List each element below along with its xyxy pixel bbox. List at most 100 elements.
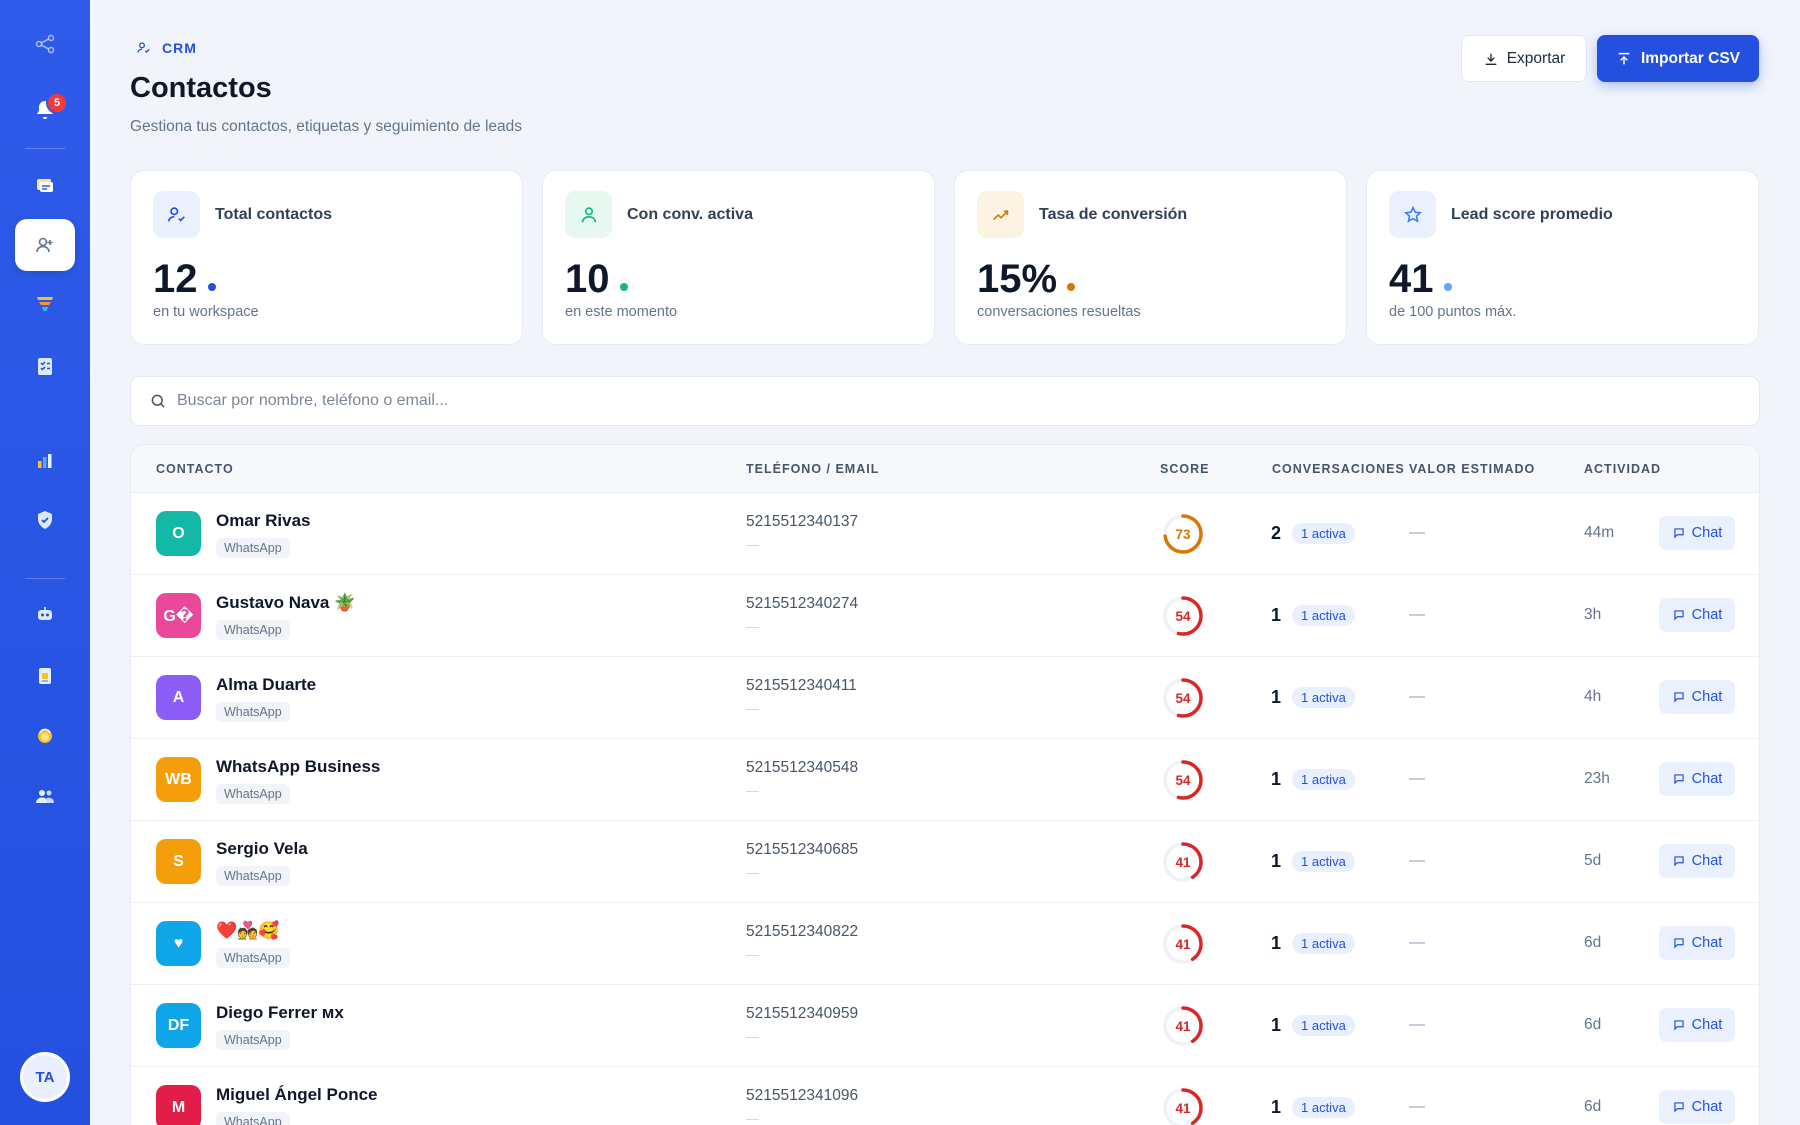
avatar-initials: G� — [163, 607, 194, 625]
chat-button[interactable]: Chat — [1659, 598, 1735, 632]
table-row[interactable]: WB WhatsApp Business WhatsApp 5215512340548… — [131, 739, 1759, 821]
channel-badge: WhatsApp — [216, 620, 290, 640]
team-users-icon[interactable] — [15, 770, 75, 822]
chat-bubble-icon — [1674, 692, 1684, 703]
table-row[interactable]: G� Gustavo Nava 🪴 WhatsApp 5215512340274 — 54… — [131, 575, 1759, 657]
search-input[interactable] — [177, 392, 1759, 410]
chat-button[interactable]: Chat — [1659, 1090, 1735, 1124]
last-activity: 6d — [1584, 1016, 1602, 1033]
chat-messages-icon[interactable] — [15, 160, 75, 212]
conversation-count: 2 — [1271, 523, 1282, 543]
shield-icon[interactable] — [15, 494, 75, 546]
avatar-initials: A — [172, 688, 185, 706]
chat-label: Chat — [1691, 935, 1723, 951]
chat-button[interactable]: Chat — [1659, 1008, 1735, 1042]
tasks-checklist-icon[interactable] — [15, 340, 75, 392]
contact-name[interactable]: WhatsApp Business — [216, 757, 381, 776]
lead-score-ring: 73 — [1161, 512, 1205, 556]
score-ring-graphic — [1163, 842, 1203, 882]
stat-label: Tasa de conversión — [1039, 206, 1188, 223]
chat-bubble-icon — [1674, 1020, 1684, 1031]
sidebar-divider — [25, 578, 65, 579]
last-activity: 6d — [1584, 1098, 1602, 1115]
column-header-estimated-value[interactable]: VALOR ESTIMADO — [1409, 462, 1536, 476]
contact-avatar: WB — [156, 757, 201, 802]
logo-icon[interactable] — [15, 18, 75, 70]
sidebar-item-contacts[interactable] — [15, 219, 75, 271]
contact-email: — — [746, 1029, 759, 1044]
channel-badge: WhatsApp — [216, 784, 290, 804]
contact-name[interactable]: Miguel Ángel Ponce — [216, 1085, 378, 1104]
templates-document-icon[interactable] — [15, 650, 75, 702]
contact-phone: 5215512341096 — [746, 1087, 859, 1104]
score-value: 54 — [1175, 608, 1191, 624]
stat-caption: en este momento — [565, 304, 678, 320]
score-ring-graphic — [1163, 678, 1203, 718]
avatar-initials: S — [173, 852, 184, 870]
active-conversation-badge: 1 activa — [1292, 687, 1355, 708]
column-header-activity[interactable]: ACTIVIDAD — [1584, 462, 1662, 476]
score-value: 41 — [1175, 854, 1191, 870]
contact-phone: 5215512340959 — [746, 1005, 859, 1022]
contact-email: — — [746, 865, 759, 880]
chat-label: Chat — [1691, 607, 1723, 623]
chat-label: Chat — [1691, 771, 1723, 787]
column-header-score[interactable]: SCORE — [1160, 462, 1210, 476]
upload-icon — [1618, 52, 1630, 64]
chat-label: Chat — [1691, 1017, 1723, 1033]
analytics-chart-icon[interactable] — [15, 435, 75, 487]
stat-value: 15% — [977, 257, 1076, 302]
import-csv-button[interactable]: Importar CSV — [1597, 35, 1759, 82]
contact-name[interactable]: ❤️💑🥰 — [216, 921, 280, 940]
contact-phone: 5215512340685 — [746, 841, 859, 858]
chat-bubble-icon — [1674, 856, 1684, 867]
table-row[interactable]: S Sergio Vela WhatsApp 5215512340685 — 41 1 1 a… — [131, 821, 1759, 903]
chat-button[interactable]: Chat — [1659, 926, 1735, 960]
notifications-bell-icon[interactable]: 5 — [15, 84, 75, 136]
sidebar-divider — [25, 148, 65, 149]
table-row[interactable]: ♥ ❤️💑🥰 WhatsApp 5215512340822 — 41 1 1 activa — 6… — [131, 903, 1759, 985]
chat-button[interactable]: Chat — [1659, 844, 1735, 878]
support-agent-icon[interactable] — [15, 710, 75, 762]
column-header-contact[interactable]: CONTACTO — [156, 462, 234, 476]
chat-button[interactable]: Chat — [1659, 762, 1735, 796]
conversation-count: 1 — [1271, 769, 1282, 789]
contact-phone: 5215512340274 — [746, 595, 859, 612]
avatar-initials: O — [172, 524, 185, 542]
bot-icon[interactable] — [15, 588, 75, 640]
stat-card-active-conversations: Con conv. activa 10 en este momento — [542, 170, 935, 345]
chat-bubble-icon — [1674, 774, 1684, 785]
contact-name[interactable]: Sergio Vela — [216, 839, 308, 858]
export-button[interactable]: Exportar — [1461, 35, 1587, 82]
column-header-phone-email[interactable]: TELÉFONO / EMAIL — [746, 462, 880, 476]
lead-score-ring: 54 — [1161, 676, 1205, 720]
stat-caption: de 100 puntos máx. — [1389, 304, 1517, 320]
table-row[interactable]: M Miguel Ángel Ponce WhatsApp 5215512341096… — [131, 1067, 1759, 1125]
contact-name[interactable]: Gustavo Nava 🪴 — [216, 593, 356, 612]
column-header-conversations[interactable]: CONVERSACIONES — [1272, 462, 1405, 476]
table-row[interactable]: DF Diego Ferrer ᴍx WhatsApp 5215512340959 — 4… — [131, 985, 1759, 1067]
score-value: 41 — [1175, 1100, 1191, 1116]
active-conversation-badge: 1 activa — [1292, 1015, 1355, 1036]
contact-avatar: S — [156, 839, 201, 884]
contact-email: — — [746, 619, 759, 634]
trending-up-icon — [977, 191, 1024, 238]
breadcrumb-label[interactable]: CRM — [162, 40, 197, 56]
contact-name[interactable]: Omar Rivas — [216, 511, 311, 530]
contact-name[interactable]: Diego Ferrer ᴍx — [216, 1003, 344, 1022]
estimated-value: — — [1409, 606, 1425, 623]
sidebar: 5 TA — [0, 0, 90, 1125]
chat-button[interactable]: Chat — [1659, 516, 1735, 550]
contact-avatar: ♥ — [156, 921, 201, 966]
contact-name[interactable]: Alma Duarte — [216, 675, 317, 694]
user-avatar[interactable]: TA — [20, 1052, 70, 1102]
stat-number: 10 — [565, 257, 610, 301]
stat-label: Lead score promedio — [1451, 206, 1613, 223]
chat-label: Chat — [1691, 1099, 1723, 1115]
funnel-icon[interactable] — [15, 278, 75, 330]
table-row[interactable]: O Omar Rivas WhatsApp 5215512340137 — 73 2 1 ac… — [131, 493, 1759, 575]
channel-badge: WhatsApp — [216, 702, 290, 722]
chat-button[interactable]: Chat — [1659, 680, 1735, 714]
table-row[interactable]: A Alma Duarte WhatsApp 5215512340411 — 54 1 1 a… — [131, 657, 1759, 739]
lead-score-ring: 54 — [1161, 758, 1205, 802]
